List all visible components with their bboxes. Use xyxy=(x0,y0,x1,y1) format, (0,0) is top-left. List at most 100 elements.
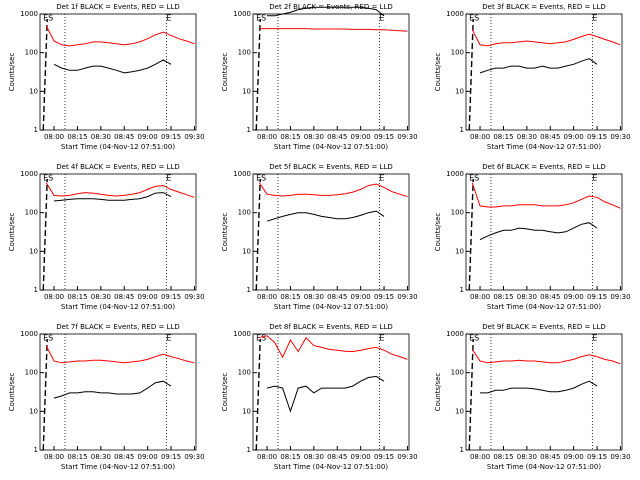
series-line xyxy=(53,59,172,74)
x-tick-label: 08:15 xyxy=(67,453,87,461)
x-tick-label: 08:00 xyxy=(257,453,277,461)
x-axis-label: Start Time (04-Nov-12 07:51:00) xyxy=(487,143,601,151)
y-tick-label: 1000 xyxy=(446,10,464,18)
x-tick-label: 08:30 xyxy=(304,133,324,141)
plot-frame xyxy=(465,333,623,451)
y-tick-label: 10 xyxy=(242,407,251,415)
series-line xyxy=(479,58,598,74)
x-tick-label: 09:30 xyxy=(184,293,204,301)
x-tick-label: 08:45 xyxy=(327,133,347,141)
x-axis-label: Start Time (04-Nov-12 07:51:00) xyxy=(274,463,388,471)
dashed-line xyxy=(255,338,261,451)
x-tick-label: 09:30 xyxy=(397,133,417,141)
series-line xyxy=(45,25,195,47)
x-tick-label: 09:30 xyxy=(184,133,204,141)
y-tick-label: 100 xyxy=(25,209,38,217)
y-tick-label: 10 xyxy=(242,247,251,255)
x-tick-label: 09:30 xyxy=(397,453,417,461)
x-tick-label: 09:15 xyxy=(587,293,607,301)
chart-title: Det 3f BLACK = Events, RED = LLD xyxy=(482,3,605,11)
x-tick-label: 08:45 xyxy=(540,293,560,301)
y-tick-label: 1 xyxy=(247,286,251,294)
annotation: ES xyxy=(256,334,266,343)
chart-title: Det 5f BLACK = Events, RED = LLD xyxy=(269,163,392,171)
plot-frame xyxy=(39,333,197,451)
plot-frame xyxy=(252,333,410,451)
series-line xyxy=(45,182,195,198)
x-tick-label: 09:15 xyxy=(161,453,181,461)
x-tick-label: 08:00 xyxy=(257,133,277,141)
x-tick-label: 08:00 xyxy=(44,293,64,301)
y-tick-label: 10 xyxy=(29,87,38,95)
y-axis-label: Counts/sec xyxy=(8,53,16,92)
annotation: ES xyxy=(469,14,479,23)
annotation: E xyxy=(379,14,384,23)
y-tick-label: 100 xyxy=(238,369,251,377)
series-line xyxy=(480,380,598,394)
dashed-line xyxy=(42,338,48,451)
x-axis-label: Start Time (04-Nov-12 07:51:00) xyxy=(61,463,175,471)
series-line xyxy=(471,29,621,47)
x-tick-label: 08:45 xyxy=(327,293,347,301)
series-line xyxy=(471,182,621,209)
plot-frame xyxy=(465,13,623,131)
x-tick-label: 09:00 xyxy=(138,293,158,301)
x-tick-label: 09:00 xyxy=(564,133,584,141)
annotation: E xyxy=(379,334,384,343)
y-axis-label: Counts/sec xyxy=(221,53,229,92)
y-tick-label: 100 xyxy=(451,49,464,57)
dashed-line xyxy=(255,18,261,131)
x-tick-label: 09:15 xyxy=(587,133,607,141)
x-tick-label: 08:30 xyxy=(517,453,537,461)
x-tick-label: 09:30 xyxy=(610,453,630,461)
annotation: E xyxy=(166,14,171,23)
x-tick-label: 08:00 xyxy=(44,133,64,141)
y-tick-label: 1 xyxy=(460,286,464,294)
y-tick-label: 10 xyxy=(29,407,38,415)
plot-frame xyxy=(252,13,410,131)
annotation: E xyxy=(166,174,171,183)
y-tick-label: 10 xyxy=(455,87,464,95)
y-axis-label: Counts/sec xyxy=(434,373,442,412)
annotation: ES xyxy=(256,174,266,183)
x-tick-label: 08:30 xyxy=(304,293,324,301)
plot-frame xyxy=(39,13,197,131)
x-axis-label: Start Time (04-Nov-12 07:51:00) xyxy=(61,303,175,311)
series-line xyxy=(267,6,385,17)
annotation: ES xyxy=(256,14,266,23)
x-tick-label: 08:00 xyxy=(44,453,64,461)
series-line xyxy=(53,192,172,202)
y-tick-label: 1 xyxy=(247,446,251,454)
chart-title: Det 6f BLACK = Events, RED = LLD xyxy=(482,163,605,171)
x-tick-label: 09:00 xyxy=(138,453,158,461)
x-tick-label: 08:45 xyxy=(114,133,134,141)
y-tick-label: 1 xyxy=(460,446,464,454)
x-tick-label: 08:45 xyxy=(327,453,347,461)
x-tick-label: 09:15 xyxy=(587,453,607,461)
x-tick-label: 08:45 xyxy=(114,453,134,461)
series-line xyxy=(45,345,195,364)
dashed-line xyxy=(42,178,48,291)
x-tick-label: 08:15 xyxy=(280,293,300,301)
x-tick-label: 08:30 xyxy=(91,133,111,141)
x-tick-label: 09:15 xyxy=(161,133,181,141)
y-tick-label: 1 xyxy=(34,446,38,454)
chart-title: Det 7f BLACK = Events, RED = LLD xyxy=(56,323,179,331)
y-axis-label: Counts/sec xyxy=(221,373,229,412)
y-tick-label: 1 xyxy=(460,126,464,134)
x-tick-label: 09:15 xyxy=(374,293,394,301)
x-tick-label: 08:00 xyxy=(470,133,490,141)
x-tick-label: 09:15 xyxy=(161,293,181,301)
dashed-line xyxy=(468,338,474,451)
x-tick-label: 08:30 xyxy=(304,453,324,461)
y-tick-label: 1000 xyxy=(20,10,38,18)
annotation: E xyxy=(592,174,597,183)
y-axis-label: Counts/sec xyxy=(434,53,442,92)
y-tick-label: 1000 xyxy=(20,330,38,338)
annotation: E xyxy=(166,334,171,343)
y-axis-label: Counts/sec xyxy=(8,373,16,412)
series-line xyxy=(479,222,598,241)
x-axis-label: Start Time (04-Nov-12 07:51:00) xyxy=(274,143,388,151)
y-tick-label: 1000 xyxy=(233,330,251,338)
